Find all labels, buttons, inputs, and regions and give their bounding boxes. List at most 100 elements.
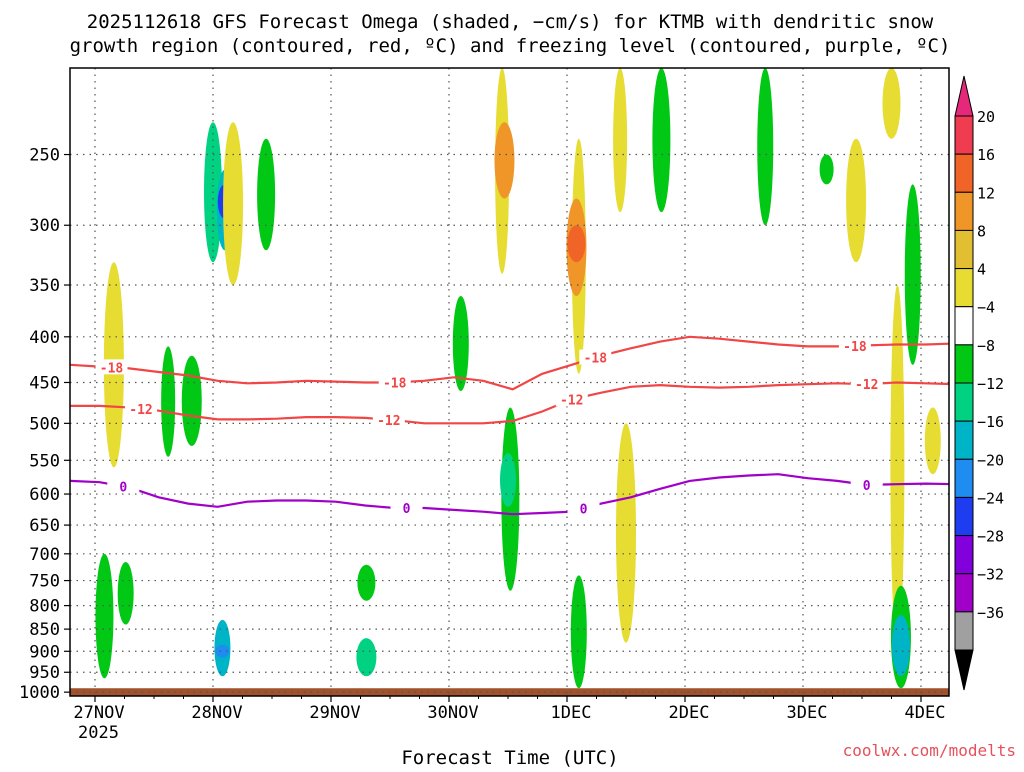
omega-shade-31 (890, 285, 905, 647)
omega-shade-22 (570, 575, 587, 689)
contour-label--12C: -12 (377, 414, 400, 429)
contour-label-bg (850, 476, 883, 492)
colorbar-segment-3 (954, 229, 974, 270)
ytick-label-400: 400 (29, 328, 60, 348)
xtick-label-27NOV: 27NOV (73, 703, 124, 723)
colorbar-segment-7 (954, 382, 974, 422)
ytick-label-250: 250 (29, 146, 60, 166)
contour-label-bg (555, 391, 588, 407)
xtick-label-1DEC: 1DEC (551, 703, 592, 723)
colorbar-label-10: −24 (977, 489, 1004, 507)
contour-label--12C: -12 (560, 393, 583, 408)
omega-shade-18 (500, 453, 516, 507)
contour-label-bg (95, 359, 128, 375)
omega-shade-3 (161, 346, 176, 457)
omega-shade-14 (452, 295, 469, 392)
colorbar-segment-2 (954, 191, 974, 231)
ytick-label-600: 600 (29, 485, 60, 505)
contour-label-0C: 0 (580, 503, 588, 518)
omega-shade-4 (181, 355, 202, 446)
omega-shade-34 (924, 407, 941, 475)
omega-shade-30 (904, 184, 921, 365)
colorbar: 20 16 12 8 4 −4 −8 −12 −16 −20 −24 −28 −32 −36 (954, 75, 1004, 691)
contour-label--18C: -18 (843, 340, 867, 355)
colorbar-label-4: 4 (977, 261, 986, 279)
x-axis-label: Forecast Time (UTC) (401, 747, 618, 768)
contour-label-bg (372, 411, 405, 427)
omega-shade-33 (891, 615, 910, 677)
omega-shade-2 (117, 562, 134, 625)
xtick-label-29NOV: 29NOV (309, 703, 360, 723)
colorbar-label-8: −16 (977, 413, 1004, 431)
colorbar-label-11: −28 (977, 528, 1004, 546)
contour-layer: -18 -18 -18 -18 -12 -12 -12 -12 0 0 0 0 (70, 335, 949, 518)
omega-shade-29 (882, 68, 901, 139)
ytick-label-650: 650 (29, 516, 60, 536)
contour-label-bg (125, 400, 158, 416)
ytick-label-350: 350 (29, 276, 60, 296)
omega-shade-1 (95, 553, 114, 679)
colorbar-label-2: 12 (977, 184, 995, 202)
colorbar-label-0: 20 (977, 108, 995, 126)
contour-line-0C (70, 473, 949, 516)
colorbar-label-9: −20 (977, 451, 1004, 469)
ytick-label-700: 700 (29, 545, 60, 565)
ytick-label-850: 850 (29, 620, 60, 640)
grid-layer (70, 68, 949, 696)
omega-shade-21 (567, 225, 586, 263)
colorbar-segment-13 (954, 611, 974, 651)
colorbar-segment-9 (954, 458, 974, 498)
omega-shade-23 (613, 68, 628, 213)
contour-label--18C: -18 (383, 376, 407, 391)
omega-shade-12 (356, 638, 377, 677)
xtick-label-2DEC: 2DEC (669, 703, 710, 723)
colorbar-segment-8 (954, 420, 974, 460)
colorbar-label-7: −12 (977, 375, 1004, 393)
contour-label-bg (579, 349, 612, 365)
colorbar-label-1: 16 (977, 146, 995, 164)
xtick-label-4DEC: 4DEC (905, 703, 946, 723)
omega-shade-24 (616, 423, 636, 643)
chart-title-line-2: growth region (contoured, red, ºC) and f… (70, 35, 951, 57)
omega-shade-25 (652, 68, 671, 213)
contour-line--18C (70, 335, 949, 391)
ytick-label-950: 950 (29, 663, 60, 683)
contour-label--18C: -18 (584, 352, 608, 367)
ytick-label-1000: 1000 (19, 683, 60, 703)
contour-label-0C: 0 (863, 479, 871, 494)
ytick-label-900: 900 (29, 642, 60, 662)
colorbar-segment-0 (954, 115, 974, 155)
chart-title-line-1: 2025112618 GFS Forecast Omega (shaded, −… (87, 11, 934, 33)
colorbar-label-13: −36 (977, 604, 1004, 622)
xtick-label-28NOV: 28NOV (191, 703, 242, 723)
omega-shade-9 (257, 138, 276, 251)
contour-label-bg (567, 500, 600, 516)
colorbar-segment-1 (954, 153, 974, 193)
omega-shading-layer (70, 68, 949, 696)
omega-shade-8 (223, 122, 244, 286)
contour-label-0C: 0 (403, 502, 411, 517)
ytick-label-500: 500 (29, 414, 60, 434)
omega-shade-27 (819, 154, 834, 185)
ytick-label-300: 300 (29, 216, 60, 236)
xtick-label-3DEC: 3DEC (787, 703, 828, 723)
colorbar-label-12: −32 (977, 566, 1004, 584)
omega-shade-13 (357, 564, 376, 601)
omega-shade-16 (494, 122, 515, 199)
colorbar-label-3: 8 (977, 222, 986, 240)
ytick-label-800: 800 (29, 597, 60, 617)
colorbar-segment-11 (954, 535, 974, 575)
ytick-label-750: 750 (29, 572, 60, 592)
xtick-label-30NOV: 30NOV (427, 703, 478, 723)
colorbar-segment-12 (954, 573, 974, 613)
credit-text: coolwx.com/modelts (843, 741, 1016, 760)
colorbar-label-6: −8 (977, 337, 995, 355)
omega-shade-26 (757, 68, 774, 226)
contour-line--12C (70, 381, 949, 425)
y-axis-ticks: 2503003504004505005506006507007508008509… (19, 146, 70, 703)
colorbar-segment-6 (954, 344, 974, 384)
contour-label-0C: 0 (119, 480, 127, 495)
contour-label-bg (850, 376, 883, 392)
